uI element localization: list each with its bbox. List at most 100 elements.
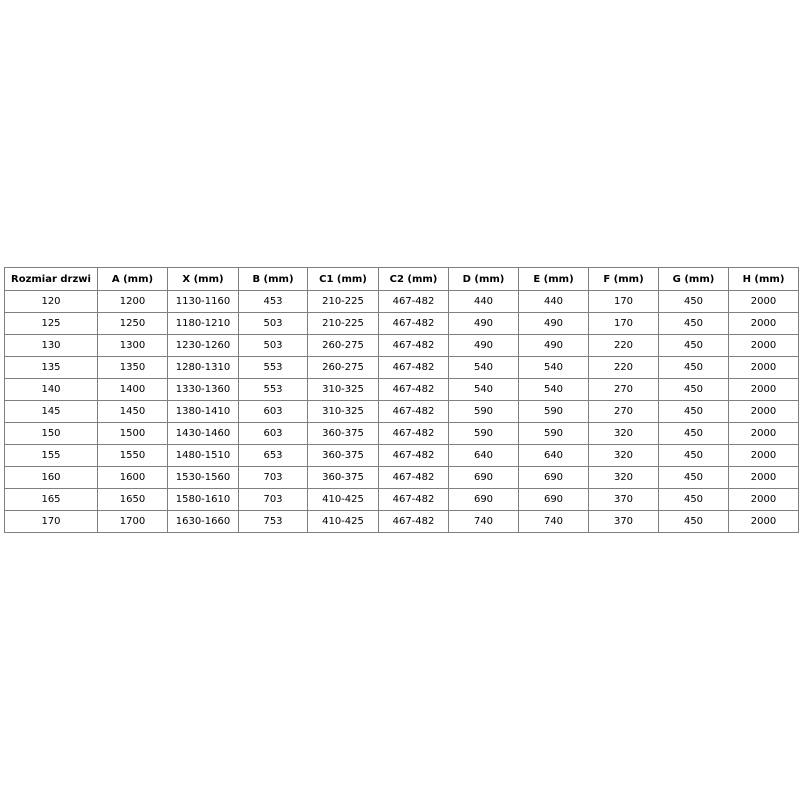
table-row: 155 1550 1480-1510 653 360-375 467-482 640 640 3… — [4, 444, 799, 467]
table-cell: 450 — [658, 356, 729, 379]
table-cell: 540 — [448, 356, 519, 379]
table-cell: 490 — [448, 334, 519, 357]
table-cell: 270 — [588, 400, 659, 423]
table-cell: 590 — [518, 422, 589, 445]
table-cell: 2000 — [728, 378, 799, 401]
table-row: 135 1350 1280-1310 553 260-275 467-482 540 540 2… — [4, 356, 799, 379]
header-cell: G (mm) — [658, 267, 729, 291]
table-cell: 145 — [4, 400, 98, 423]
table-cell: 467-482 — [378, 356, 449, 379]
table-cell: 320 — [588, 422, 659, 445]
table-row: 150 1500 1430-1460 603 360-375 467-482 590 590 3… — [4, 422, 799, 445]
table-cell: 467-482 — [378, 488, 449, 511]
table-row: 140 1400 1330-1360 553 310-325 467-482 540 540 2… — [4, 378, 799, 401]
table-cell: 2000 — [728, 488, 799, 511]
table-cell: 360-375 — [307, 444, 379, 467]
table-cell: 370 — [588, 488, 659, 511]
table-cell: 450 — [658, 334, 729, 357]
table-cell: 467-482 — [378, 378, 449, 401]
table-cell: 640 — [518, 444, 589, 467]
table-cell: 2000 — [728, 466, 799, 489]
table-cell: 553 — [238, 378, 308, 401]
table-cell: 140 — [4, 378, 98, 401]
table-cell: 220 — [588, 356, 659, 379]
table-cell: 2000 — [728, 422, 799, 445]
table-cell: 260-275 — [307, 334, 379, 357]
table-cell: 453 — [238, 290, 308, 313]
table-cell: 320 — [588, 466, 659, 489]
table-cell: 2000 — [728, 290, 799, 313]
table-cell: 1600 — [97, 466, 168, 489]
table-row: 120 1200 1130-1160 453 210-225 467-482 440 440 1… — [4, 290, 799, 313]
table-cell: 467-482 — [378, 334, 449, 357]
table-cell: 1380-1410 — [167, 400, 239, 423]
table-cell: 1200 — [97, 290, 168, 313]
header-cell: F (mm) — [588, 267, 659, 291]
table-cell: 490 — [518, 312, 589, 335]
table-cell: 1250 — [97, 312, 168, 335]
table-cell: 1330-1360 — [167, 378, 239, 401]
header-cell: C1 (mm) — [307, 267, 379, 291]
table-cell: 450 — [658, 290, 729, 313]
table-cell: 270 — [588, 378, 659, 401]
table-cell: 450 — [658, 400, 729, 423]
header-cell: X (mm) — [167, 267, 239, 291]
table-cell: 2000 — [728, 334, 799, 357]
table-cell: 1180-1210 — [167, 312, 239, 335]
table-cell: 1650 — [97, 488, 168, 511]
table-cell: 690 — [448, 488, 519, 511]
table-cell: 370 — [588, 510, 659, 533]
header-cell: Rozmiar drzwi — [4, 267, 98, 291]
table-cell: 467-482 — [378, 400, 449, 423]
table-body: 120 1200 1130-1160 453 210-225 467-482 440 440 1… — [4, 290, 799, 533]
table-cell: 210-225 — [307, 312, 379, 335]
table-cell: 440 — [518, 290, 589, 313]
table-cell: 740 — [448, 510, 519, 533]
table-cell: 310-325 — [307, 400, 379, 423]
table-cell: 450 — [658, 312, 729, 335]
header-cell: C2 (mm) — [378, 267, 449, 291]
table-cell: 1550 — [97, 444, 168, 467]
table-cell: 503 — [238, 312, 308, 335]
table-cell: 1500 — [97, 422, 168, 445]
table-cell: 490 — [518, 334, 589, 357]
table-cell: 1130-1160 — [167, 290, 239, 313]
table-cell: 1300 — [97, 334, 168, 357]
table-row: 130 1300 1230-1260 503 260-275 467-482 490 490 2… — [4, 334, 799, 357]
table-cell: 260-275 — [307, 356, 379, 379]
table-row: 165 1650 1580-1610 703 410-425 467-482 690 690 3… — [4, 488, 799, 511]
header-cell: E (mm) — [518, 267, 589, 291]
table-cell: 450 — [658, 422, 729, 445]
table-cell: 467-482 — [378, 290, 449, 313]
table-cell: 740 — [518, 510, 589, 533]
table-cell: 165 — [4, 488, 98, 511]
table-cell: 135 — [4, 356, 98, 379]
table-cell: 753 — [238, 510, 308, 533]
table-cell: 360-375 — [307, 466, 379, 489]
table-row: 145 1450 1380-1410 603 310-325 467-482 590 590 2… — [4, 400, 799, 423]
header-cell: H (mm) — [728, 267, 799, 291]
table-cell: 603 — [238, 422, 308, 445]
table-row: 170 1700 1630-1660 753 410-425 467-482 740 740 3… — [4, 510, 799, 533]
table-cell: 1280-1310 — [167, 356, 239, 379]
table-cell: 160 — [4, 466, 98, 489]
table-cell: 450 — [658, 488, 729, 511]
table-cell: 467-482 — [378, 312, 449, 335]
table-cell: 170 — [4, 510, 98, 533]
header-cell: A (mm) — [97, 267, 168, 291]
table-cell: 440 — [448, 290, 519, 313]
table-cell: 490 — [448, 312, 519, 335]
table-cell: 503 — [238, 334, 308, 357]
table-cell: 590 — [518, 400, 589, 423]
table-cell: 410-425 — [307, 510, 379, 533]
table-cell: 1450 — [97, 400, 168, 423]
table-cell: 1430-1460 — [167, 422, 239, 445]
header-row: Rozmiar drzwi A (mm) X (mm) B (mm) C1 (mm) C2… — [4, 267, 799, 291]
table-cell: 540 — [518, 356, 589, 379]
table-cell: 690 — [448, 466, 519, 489]
table-cell: 170 — [588, 290, 659, 313]
table-cell: 360-375 — [307, 422, 379, 445]
table-cell: 2000 — [728, 444, 799, 467]
table-cell: 540 — [518, 378, 589, 401]
